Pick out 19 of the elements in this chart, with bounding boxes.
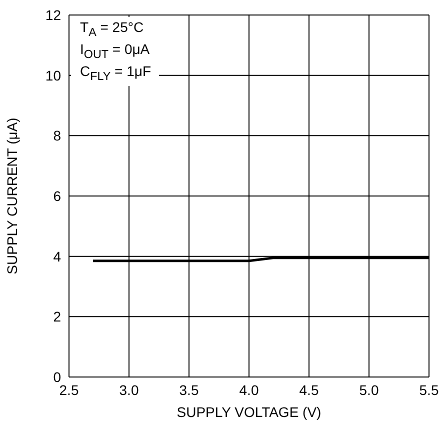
y-tick-label: 2: [53, 308, 62, 325]
x-tick-label: 2.5: [59, 382, 79, 398]
x-tick-label: 5.5: [419, 382, 439, 398]
y-tick-label: 12: [45, 6, 62, 23]
y-tick-label: 10: [45, 67, 62, 84]
annotation: T$_{A}$ = 25°C: [80, 19, 145, 41]
y-tick-label: 4: [53, 248, 62, 264]
y-tick-label: 8: [53, 128, 62, 144]
x-axis-title: SUPPLY VOLTAGE (V): [176, 404, 322, 420]
x-tick-label: 3.0: [119, 382, 139, 398]
y-axis-title: SUPPLY CURRENT (μA): [4, 118, 20, 274]
x-tick-label: 4.5: [299, 382, 319, 398]
x-tick-label: 4.0: [239, 382, 259, 398]
x-tick-label: 5.0: [359, 382, 379, 398]
annotation: I$_{OUT}$ = 0μA: [80, 40, 151, 63]
x-tick-label: 3.5: [179, 382, 199, 398]
y-tick-label: 6: [53, 188, 62, 204]
y-tick-label: 0: [53, 368, 62, 385]
annotation: C$_{FLY}$ = 1μF: [80, 62, 151, 84]
